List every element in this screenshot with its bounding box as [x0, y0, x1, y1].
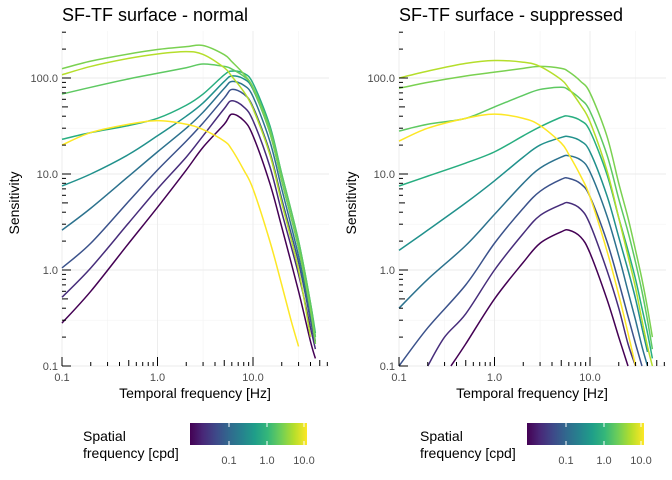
series-line-sf-0.25	[61, 75, 317, 338]
series-line-sf-0.13	[398, 154, 649, 367]
legend-title-line1: Spatial	[83, 428, 126, 444]
series-line-sf-2	[398, 65, 654, 338]
legend-label-1.0: 1.0	[259, 455, 274, 467]
series-line-sf-0.07	[61, 88, 317, 345]
x-tick-label: 0.1	[54, 372, 69, 384]
x-tick-label: 0.1	[391, 372, 406, 384]
legend-ticks	[228, 423, 305, 445]
y-axis-title-normal: Sensitivity	[6, 171, 22, 234]
legend-title-line2: frequency [cpd]	[420, 445, 516, 461]
series-line-sf-8	[61, 119, 300, 347]
y-tick-label: 1.0	[43, 265, 58, 277]
series-line-sf-0.5	[61, 70, 317, 334]
x-tick-label: 10.0	[579, 372, 600, 384]
series-line-sf-0.02	[450, 228, 629, 367]
ticks-normal	[61, 31, 328, 367]
legend-colorbar	[527, 423, 644, 445]
legend-title-line2: frequency [cpd]	[83, 445, 179, 461]
x-axis-title-normal: Temporal frequency [Hz]	[119, 385, 271, 401]
series-line-sf-0.07	[398, 177, 643, 367]
legend-label-0.1: 0.1	[221, 455, 236, 467]
ticks-suppressed	[398, 31, 665, 367]
legend-title-line1: Spatial	[420, 428, 463, 444]
series-line-sf-0.25	[398, 135, 649, 353]
panel-title-suppressed: SF-TF surface - suppressed	[399, 5, 623, 25]
series-line-sf-4	[61, 50, 312, 338]
series-line-sf-1	[61, 63, 317, 338]
legend-label-10.0: 10.0	[293, 455, 314, 467]
y-tick-label: 0.1	[380, 361, 395, 373]
series-line-sf-0.5	[398, 115, 654, 359]
x-tick-label: 10.0	[242, 372, 263, 384]
series-line-sf-4	[398, 59, 654, 367]
y-tick-label: 100.0	[30, 73, 58, 85]
x-tick-label: 1.0	[150, 372, 165, 384]
tick-labels-suppressed: 0.1 1.0 10.0 0.1 1.0 10.0 100.0	[367, 73, 600, 384]
series-line-sf-1	[398, 86, 654, 350]
legend-colorbar	[190, 423, 307, 445]
series-line-sf-0.04	[61, 99, 317, 350]
legend-label-0.1: 0.1	[558, 455, 573, 467]
panel-suppressed: SF-TF surface - suppressed 0.1 1.0 10.00.1…	[343, 5, 666, 401]
series-line-sf-2	[61, 44, 317, 344]
curves-suppressed	[398, 59, 654, 367]
y-tick-label: 100.0	[367, 73, 395, 85]
series-line-sf-0.04	[427, 201, 637, 367]
series-line-sf-0.02	[61, 113, 317, 359]
legend-normal: Spatial frequency [cpd] 0.1 1.0 10.0	[83, 423, 315, 467]
legend-ticks	[565, 423, 642, 445]
y-tick-label: 0.1	[43, 361, 58, 373]
tick-labels-normal: 0.1 1.0 10.0 0.1 1.0 10.0 100.0	[30, 73, 263, 384]
x-axis-title-suppressed: Temporal frequency [Hz]	[456, 385, 608, 401]
panel-normal: SF-TF surface - normal 0.1 1.0 10.0 0.1 1.0 1…	[6, 5, 329, 401]
legend-suppressed: Spatial frequency [cpd] 0.1 1.0 10.0	[420, 423, 652, 467]
series-line-sf-0.13	[61, 80, 317, 342]
legend-label-10.0: 10.0	[630, 455, 651, 467]
panel-title-normal: SF-TF surface - normal	[62, 5, 248, 25]
curves-normal	[61, 44, 317, 359]
y-tick-label: 1.0	[380, 265, 395, 277]
x-tick-label: 1.0	[487, 372, 502, 384]
y-axis-title-suppressed: Sensitivity	[343, 171, 359, 234]
series-line-sf-8	[398, 113, 637, 367]
legend-label-1.0: 1.0	[596, 455, 611, 467]
y-tick-label: 10.0	[37, 169, 58, 181]
y-tick-label: 10.0	[374, 169, 395, 181]
